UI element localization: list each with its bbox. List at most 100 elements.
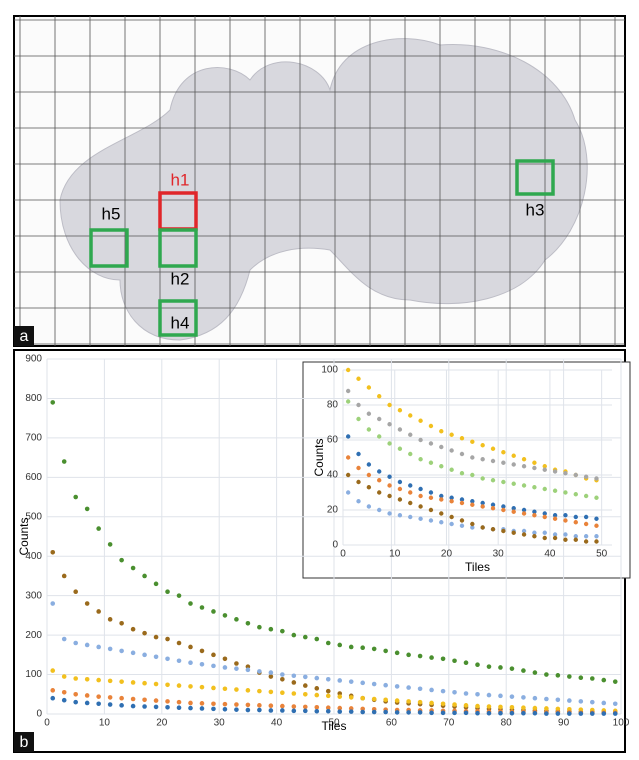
x-tick-label: 70 [443,718,455,729]
y-tick-label: 900 [25,354,42,365]
x-tick-label: 10 [99,718,111,729]
data-point [452,702,457,707]
data-point [601,701,606,706]
data-point [96,701,101,706]
data-point [590,676,595,681]
data-point [142,681,147,686]
data-point [346,455,350,459]
data-point [383,649,388,654]
y-tick-label: 300 [25,590,42,601]
data-point [165,699,170,704]
data-point [142,631,147,636]
data-point [142,574,147,579]
data-point [408,501,412,505]
data-point [387,441,391,445]
data-point [521,668,526,673]
data-point [234,661,239,666]
data-point [398,408,402,412]
data-point [563,513,567,517]
data-point [188,660,193,665]
data-point [131,627,136,632]
data-point [383,710,388,715]
data-point [563,532,567,536]
data-point [501,508,505,512]
data-point [406,699,411,704]
data-point [464,711,469,716]
data-point [177,705,182,710]
data-point [460,436,464,440]
region-label: h3 [526,200,545,219]
data-point [418,654,423,659]
data-point [108,542,113,547]
data-point [314,686,319,691]
data-point [73,589,78,594]
data-point [367,462,371,466]
data-point [223,656,228,661]
data-point [269,690,274,695]
data-point [314,705,319,710]
data-point [429,496,433,500]
data-point [269,674,274,679]
data-point [543,515,547,519]
data-point [314,709,319,714]
data-point [303,709,308,714]
data-point [408,483,412,487]
data-point [584,522,588,526]
data-point [387,483,391,487]
data-point [303,683,308,688]
data-point [73,700,78,705]
data-point [372,697,377,702]
data-point [377,469,381,473]
data-point [429,518,433,522]
data-point [480,443,484,447]
data-point [395,651,400,656]
data-point [449,448,453,452]
data-point [441,701,446,706]
figure: h1 h2 h3 h4 h5 a b 010020030040050060070… [0,0,639,760]
data-point [62,690,67,695]
data-point [398,447,402,451]
data-point [367,504,371,508]
data-point [480,476,484,480]
data-point [387,403,391,407]
data-point [119,696,124,701]
panel-label: a [20,328,29,345]
data-point [349,645,354,650]
data-point [377,394,381,398]
data-point [510,711,515,716]
y-tick-label: 100 [25,669,42,680]
data-point [154,698,159,703]
data-point [269,703,274,708]
data-point [487,711,492,716]
data-point [131,680,136,685]
data-point [470,473,474,477]
data-point [475,704,480,709]
data-point [177,641,182,646]
data-point [574,515,578,519]
data-point [464,660,469,665]
data-point [584,534,588,538]
y-tick-label: 200 [25,630,42,641]
data-point [108,679,113,684]
data-point [223,665,228,670]
data-point [142,704,147,709]
data-point [543,531,547,535]
data-point [567,698,572,703]
data-point [303,675,308,680]
data-point [50,688,55,693]
data-point [356,480,360,484]
data-point [460,518,464,522]
data-point [475,662,480,667]
data-point [418,517,422,521]
data-point [512,510,516,514]
data-point [360,696,365,701]
data-point [280,708,285,713]
data-point [406,710,411,715]
region-label: h4 [171,313,190,332]
data-point [429,461,433,465]
data-point [429,655,434,660]
data-point [62,698,67,703]
data-point [574,492,578,496]
data-point [512,482,516,486]
y-axis-title: Counts [17,517,31,555]
